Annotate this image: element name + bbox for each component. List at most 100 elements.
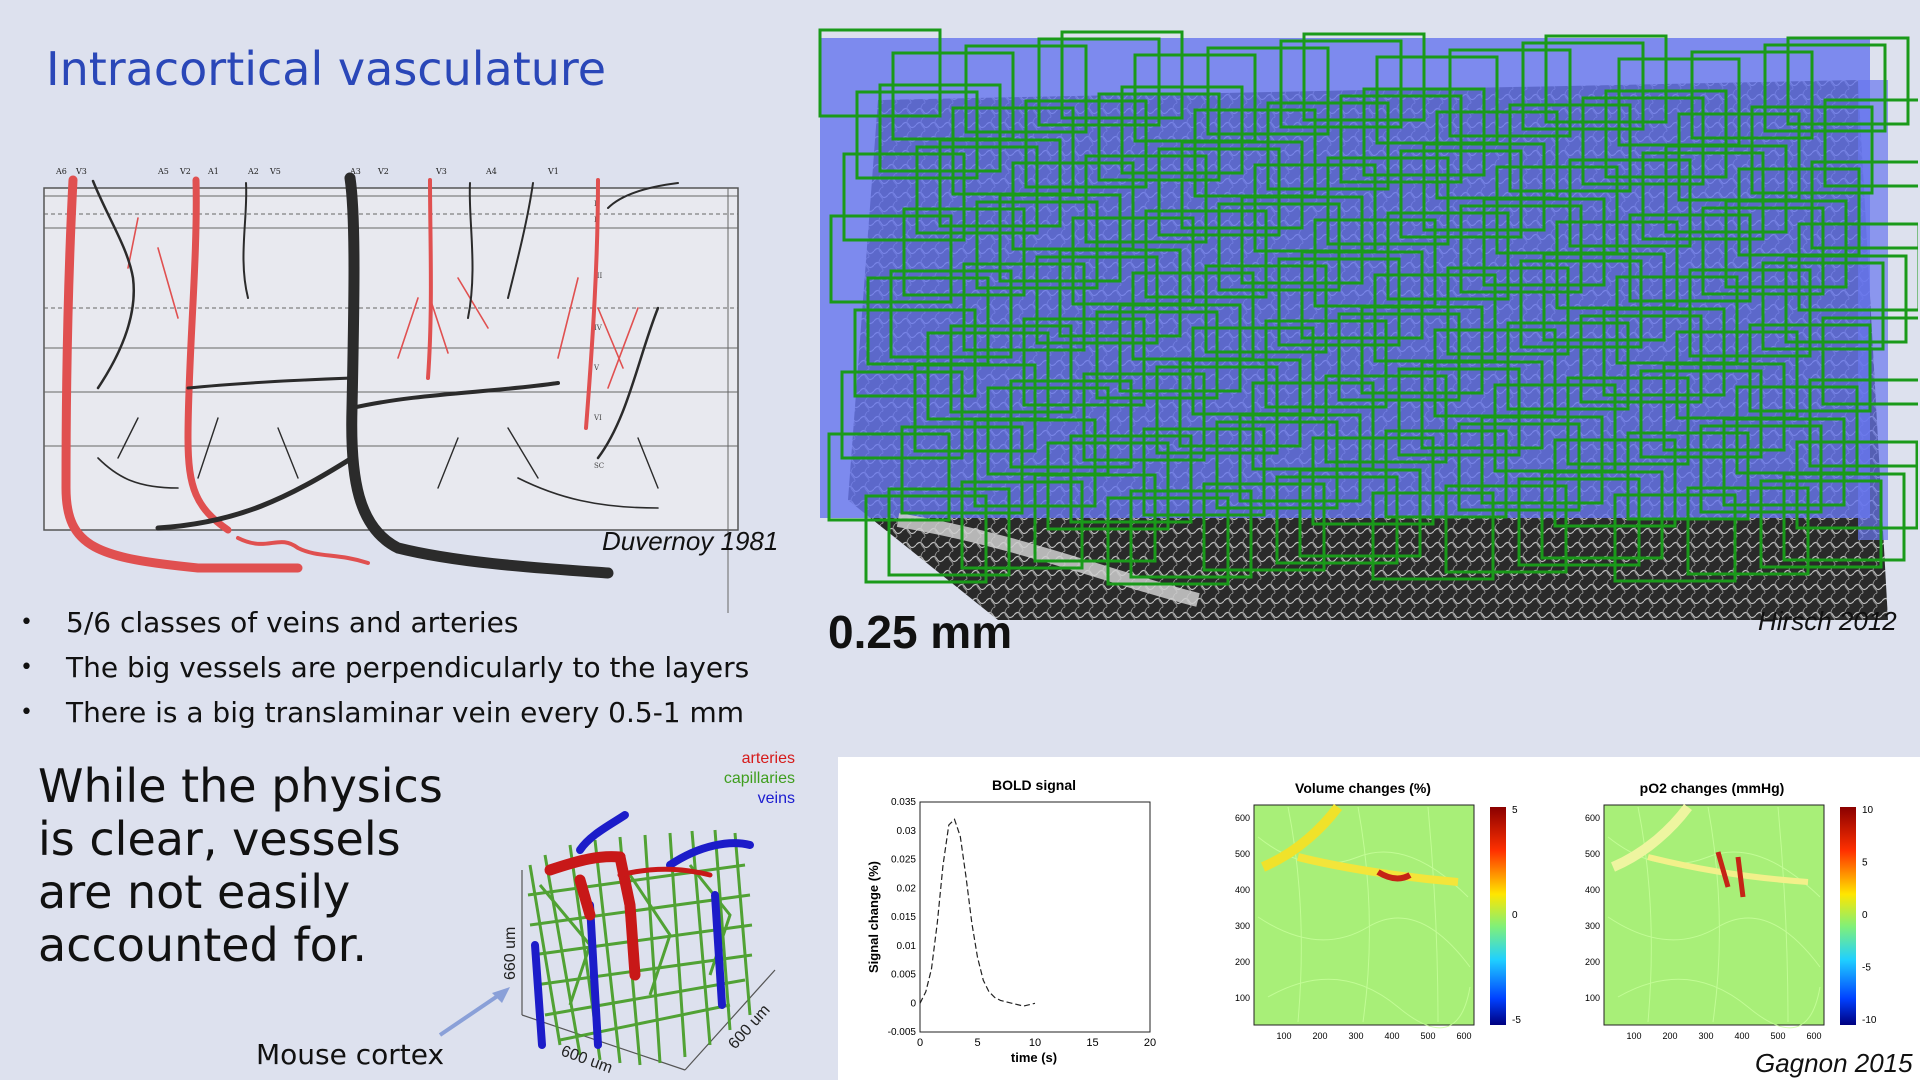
y-tick-label: -0.005	[888, 1027, 917, 1038]
tile-outline	[1759, 479, 1883, 569]
bullet-item: There is a big translaminar vein every 0…	[20, 690, 800, 735]
y-tick-label: 0	[910, 998, 916, 1009]
tile-outline	[1540, 470, 1664, 560]
tile-outline	[1782, 472, 1906, 562]
tile-outline	[1106, 496, 1230, 586]
layer-label: I	[594, 200, 597, 208]
gagnon-caption: Gagnon 2015	[1755, 1048, 1913, 1078]
vessel-label: V2	[179, 167, 191, 176]
tile-outline	[1821, 316, 1918, 406]
x-tick-label: 500	[1770, 1031, 1785, 1041]
tile-outline	[1371, 491, 1495, 581]
y-tick-label: 0.015	[891, 912, 916, 923]
y-tick-label: 0.02	[897, 883, 917, 894]
x-tick-label: 100	[1276, 1031, 1291, 1041]
y-tick-label: 500	[1585, 849, 1600, 859]
colorbar-tick-label: -10	[1862, 1015, 1877, 1026]
x-tick-label: 600	[1806, 1031, 1821, 1041]
layer-label: IV	[594, 324, 603, 332]
bullet-list: 5/6 classes of veins and arteries The bi…	[20, 600, 800, 735]
y-tick-label: 300	[1235, 921, 1250, 931]
x-tick-label: 400	[1384, 1031, 1399, 1041]
y-tick-label: 0.025	[891, 855, 916, 866]
x-tick-label: 400	[1734, 1031, 1749, 1041]
x-tick-label: 300	[1348, 1031, 1363, 1041]
po2-changes-map: pO2 changes (mmHg) 100 200 300 400 500 600 10…	[1585, 780, 1877, 1041]
vessel-label: V3	[435, 167, 447, 176]
x-tick-label: 15	[1086, 1037, 1098, 1049]
x-tick-label: 0	[917, 1037, 923, 1049]
x-tick-label: 600	[1456, 1031, 1471, 1041]
y-tick-label: 400	[1585, 885, 1600, 895]
layer-label: SC	[594, 462, 604, 470]
gagnon-simulation-figure: BOLD signal 0 5 10 15 20 -0.00500.0050.010.0…	[838, 757, 1920, 1080]
vessel-label: A2	[247, 167, 259, 176]
vessel-label: V3	[75, 167, 87, 176]
tile-outline	[1613, 493, 1737, 583]
vessel-label: A4	[485, 167, 497, 176]
tile-outline	[1823, 98, 1918, 188]
colorbar-tick-label: -5	[1862, 963, 1871, 974]
y-tick-label: 100	[1585, 993, 1600, 1003]
vessel-label: V5	[269, 167, 281, 176]
y-tick-label: 600	[1235, 813, 1250, 823]
axis-label-front: 600 um	[559, 1043, 615, 1077]
volume-changes-map: Volume changes (%) 100 200 300 400 500 600 10…	[1235, 780, 1521, 1041]
y-axis-label: Signal change (%)	[866, 861, 881, 973]
chart-title: pO2 changes (mmHg)	[1640, 780, 1785, 796]
tile-outline	[1686, 486, 1810, 576]
y-tick-label: 0.005	[891, 970, 916, 981]
y-tick-label: 100	[1235, 993, 1250, 1003]
y-tick-label: 300	[1585, 921, 1600, 931]
bullet-item: 5/6 classes of veins and arteries	[20, 600, 800, 645]
tile-outline	[887, 487, 1011, 577]
x-tick-label: 200	[1662, 1031, 1677, 1041]
tile-outline	[1786, 36, 1910, 126]
colorbar-tick-label: 0	[1862, 910, 1868, 921]
tile-outline	[1444, 484, 1568, 574]
tile-outline	[1795, 440, 1918, 530]
y-tick-label: 400	[1235, 885, 1250, 895]
tile-outline	[1298, 468, 1422, 558]
y-tick-label: 0.035	[891, 797, 916, 808]
vessel-label: V2	[377, 167, 389, 176]
vessel-label: A5	[157, 167, 169, 176]
colorbar-tick-label: -5	[1512, 1015, 1521, 1026]
y-tick-label: 0.03	[897, 826, 917, 837]
y-tick-label: 0.01	[897, 941, 917, 952]
layer-label: V	[593, 364, 600, 372]
pointer-arrow	[438, 991, 504, 1037]
physics-statement: While the physics is clear, vessels are …	[38, 759, 443, 972]
colorbar-tick-label: 5	[1512, 805, 1518, 816]
x-tick-label: 100	[1626, 1031, 1641, 1041]
x-tick-label: 500	[1420, 1031, 1435, 1041]
colorbar-tick-label: 5	[1862, 858, 1868, 869]
duvernoy-caption: Duvernoy 1981	[602, 526, 779, 556]
vessel-label: A3	[349, 167, 361, 176]
tile-outline	[1797, 222, 1918, 312]
tile-outline	[864, 494, 988, 584]
colorbar-tick-label: 0	[1512, 910, 1518, 921]
tile-outline	[1517, 477, 1641, 567]
vessel-label: A6	[55, 167, 67, 176]
tile-outline	[1810, 160, 1918, 250]
bold-signal-chart: BOLD signal 0 5 10 15 20 -0.00500.0050.010.0…	[866, 777, 1156, 1065]
vessel-label: A1	[207, 167, 219, 176]
legend-veins: veins	[758, 790, 795, 807]
y-tick-label: 200	[1235, 957, 1250, 967]
x-tick-label: 300	[1698, 1031, 1713, 1041]
tile-outline	[1033, 473, 1157, 563]
bold-series-line	[919, 818, 1036, 1007]
chart-title: BOLD signal	[992, 777, 1076, 793]
x-axis-label: time (s)	[1011, 1050, 1057, 1065]
tile-outline	[1275, 475, 1399, 565]
chart-title: Volume changes (%)	[1295, 780, 1431, 796]
colorbar-tick-label: 10	[1862, 805, 1874, 816]
bullet-item: The big vessels are perpendicularly to t…	[20, 645, 800, 690]
vessel-label: V1	[547, 167, 559, 176]
slide-title: Intracortical vasculature	[46, 42, 607, 96]
axis-label-vertical: 660 um	[502, 927, 519, 980]
scale-bar-label: 0.25 mm	[828, 606, 1013, 658]
layer-label: III	[594, 272, 603, 280]
